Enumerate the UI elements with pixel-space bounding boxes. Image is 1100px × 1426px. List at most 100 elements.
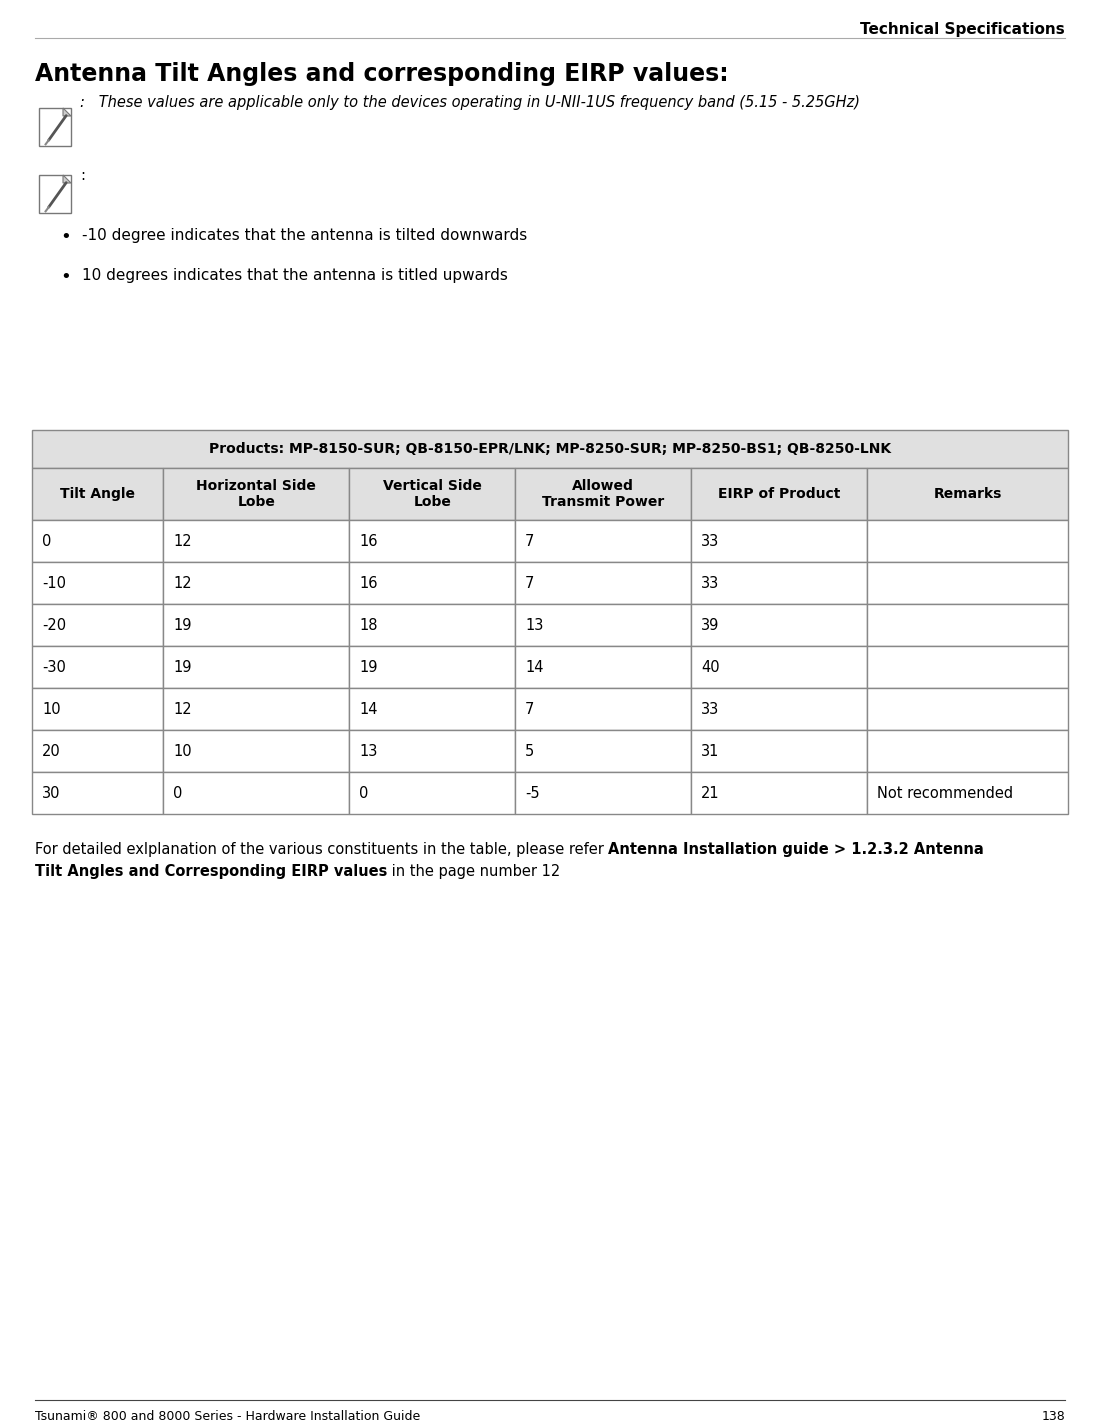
Text: 0: 0 (42, 533, 52, 549)
Text: Technical Specifications: Technical Specifications (860, 21, 1065, 37)
Text: 12: 12 (173, 702, 191, 716)
FancyBboxPatch shape (39, 175, 72, 212)
Bar (515, 730, 691, 771)
Bar (868, 646, 1068, 687)
Bar (350, 562, 515, 605)
Text: 7: 7 (525, 533, 535, 549)
Text: 16: 16 (360, 533, 378, 549)
Polygon shape (63, 108, 72, 116)
Text: Products: MP-8150-SUR; QB-8150-EPR/LNK; MP-8250-SUR; MP-8250-BS1; QB-8250-LNK: Products: MP-8150-SUR; QB-8150-EPR/LNK; … (209, 442, 891, 456)
Text: 33: 33 (702, 576, 719, 590)
Text: :: : (80, 168, 85, 183)
Bar (868, 730, 1068, 771)
Text: 12: 12 (173, 533, 191, 549)
Polygon shape (63, 175, 72, 183)
Bar (350, 520, 515, 562)
Text: 16: 16 (360, 576, 378, 590)
Text: 5: 5 (525, 743, 535, 759)
Bar (350, 687, 515, 730)
Text: -10: -10 (42, 576, 66, 590)
Bar (350, 730, 515, 771)
Bar (32, 431, 1068, 468)
Bar (691, 771, 868, 814)
Bar (691, 520, 868, 562)
Bar (32, 562, 163, 605)
Bar (163, 687, 350, 730)
Bar (868, 468, 1068, 520)
Text: 0: 0 (360, 786, 368, 800)
Bar (350, 468, 515, 520)
FancyBboxPatch shape (39, 108, 72, 145)
Text: 21: 21 (702, 786, 719, 800)
Bar (350, 771, 515, 814)
Bar (691, 468, 868, 520)
Text: 13: 13 (360, 743, 377, 759)
Text: •: • (60, 228, 70, 247)
Text: in the page number 12: in the page number 12 (387, 864, 561, 878)
Text: 0: 0 (173, 786, 183, 800)
Text: 33: 33 (702, 533, 719, 549)
Bar (868, 771, 1068, 814)
Text: 40: 40 (702, 659, 719, 674)
Bar (515, 646, 691, 687)
Text: -5: -5 (525, 786, 540, 800)
Bar (163, 771, 350, 814)
Text: 10 degrees indicates that the antenna is titled upwards: 10 degrees indicates that the antenna is… (82, 268, 508, 282)
Bar (32, 605, 163, 646)
Text: -30: -30 (42, 659, 66, 674)
Text: 19: 19 (173, 659, 191, 674)
Text: Vertical Side
Lobe: Vertical Side Lobe (383, 479, 482, 509)
Bar (515, 468, 691, 520)
Text: :   These values are applicable only to the devices operating in U-NII-1US frequ: : These values are applicable only to th… (80, 96, 860, 110)
Text: EIRP of Product: EIRP of Product (718, 488, 840, 501)
Bar (163, 468, 350, 520)
Text: Antenna Installation guide > 1.2.3.2 Antenna: Antenna Installation guide > 1.2.3.2 Ant… (608, 841, 984, 857)
Text: 10: 10 (42, 702, 60, 716)
Bar (163, 730, 350, 771)
Bar (32, 646, 163, 687)
Bar (32, 468, 163, 520)
Bar (691, 646, 868, 687)
Text: 138: 138 (1042, 1410, 1065, 1423)
Text: -20: -20 (42, 617, 66, 633)
Bar (163, 605, 350, 646)
Text: 31: 31 (702, 743, 719, 759)
Bar (515, 562, 691, 605)
Bar (163, 562, 350, 605)
Text: 7: 7 (525, 576, 535, 590)
Bar (691, 730, 868, 771)
Text: 39: 39 (702, 617, 719, 633)
Text: Tilt Angle: Tilt Angle (60, 488, 135, 501)
Bar (515, 771, 691, 814)
Text: 19: 19 (173, 617, 191, 633)
Bar (32, 687, 163, 730)
Text: •: • (60, 268, 70, 287)
Text: 18: 18 (360, 617, 378, 633)
Text: Allowed
Transmit Power: Allowed Transmit Power (542, 479, 664, 509)
Text: Remarks: Remarks (934, 488, 1002, 501)
Text: -10 degree indicates that the antenna is tilted downwards: -10 degree indicates that the antenna is… (82, 228, 527, 242)
Text: Tsunami® 800 and 8000 Series - Hardware Installation Guide: Tsunami® 800 and 8000 Series - Hardware … (35, 1410, 420, 1423)
Bar (868, 687, 1068, 730)
Bar (350, 646, 515, 687)
Text: Antenna Tilt Angles and corresponding EIRP values:: Antenna Tilt Angles and corresponding EI… (35, 61, 728, 86)
Text: Tilt Angles and Corresponding EIRP values: Tilt Angles and Corresponding EIRP value… (35, 864, 387, 878)
Bar (163, 646, 350, 687)
Bar (691, 562, 868, 605)
Bar (163, 520, 350, 562)
Text: 20: 20 (42, 743, 60, 759)
Bar (868, 520, 1068, 562)
Bar (32, 520, 163, 562)
Bar (868, 562, 1068, 605)
Bar (32, 771, 163, 814)
Bar (691, 605, 868, 646)
Bar (515, 520, 691, 562)
Text: 7: 7 (525, 702, 535, 716)
Text: Horizontal Side
Lobe: Horizontal Side Lobe (196, 479, 316, 509)
Text: 19: 19 (360, 659, 378, 674)
Text: 14: 14 (525, 659, 543, 674)
Bar (515, 687, 691, 730)
Bar (691, 687, 868, 730)
Text: For detailed exlplanation of the various constituents in the table, please refer: For detailed exlplanation of the various… (35, 841, 608, 857)
Bar (350, 605, 515, 646)
